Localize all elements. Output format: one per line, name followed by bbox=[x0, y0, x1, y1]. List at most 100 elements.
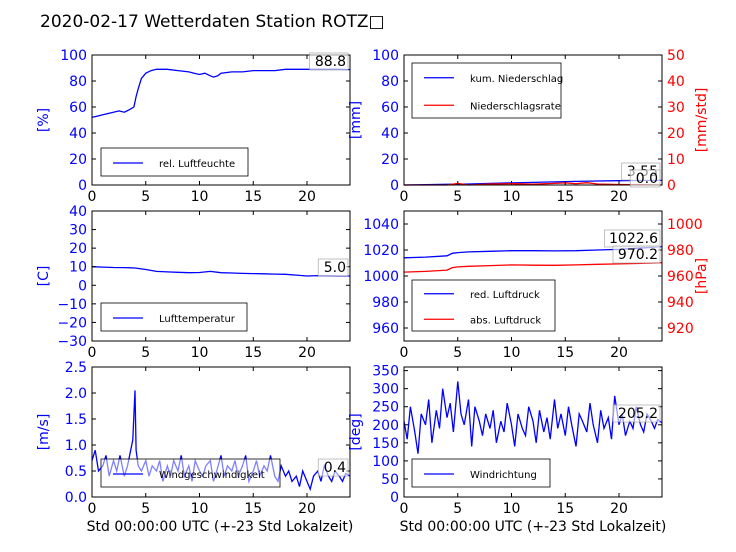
y2-tick-label-precipitation-5: 50 bbox=[667, 48, 685, 64]
x-tick-label-temperature-3: 15 bbox=[244, 345, 262, 361]
legend-label-pressure-1: abs. Luftdruck bbox=[470, 315, 541, 326]
x-tick-label-winddirection-2: 10 bbox=[503, 501, 521, 517]
x-tick-label-humidity-0: 0 bbox=[88, 189, 97, 205]
last-value-box-pressure-1 bbox=[612, 245, 661, 264]
y-tick-label-humidity-4: 80 bbox=[69, 74, 87, 90]
y-tick-label-temperature-7: 40 bbox=[69, 204, 87, 220]
plot-frame-temperature bbox=[91, 210, 351, 342]
y-tick-label-temperature-1: −20 bbox=[57, 315, 87, 331]
y-tick-label-precipitation-2: 40 bbox=[381, 126, 399, 142]
x-tick-label-humidity-2: 10 bbox=[191, 189, 209, 205]
y-axis-label-humidity: [%] bbox=[36, 108, 52, 132]
figure-title: 2020-02-17 Wetterdaten Station ROTZ□ bbox=[40, 12, 385, 32]
series-line-winddirection-0 bbox=[403, 381, 663, 454]
panel-windspeed: 0 5 10 15 20 0.0 0.5 1.0 1.5 2.0 2.5 [m/s] Windgesch… bbox=[36, 360, 351, 517]
x-tick-label-humidity-4: 20 bbox=[298, 189, 316, 205]
y-tick-label-temperature-2: −10 bbox=[57, 297, 87, 313]
plot-frame-precipitation bbox=[403, 54, 663, 186]
x-tick-label-winddirection-1: 5 bbox=[453, 501, 462, 517]
legend-label-precipitation-0: kum. Niederschlag bbox=[470, 74, 563, 85]
last-value-box-humidity-0 bbox=[309, 52, 349, 71]
y-tick-label-windspeed-4: 2.0 bbox=[65, 386, 87, 402]
x-tick-label-precipitation-4: 20 bbox=[610, 189, 628, 205]
legend-label-winddirection-0: Windrichtung bbox=[470, 470, 537, 481]
y-tick-label-humidity-5: 100 bbox=[60, 48, 87, 64]
last-value-box-precipitation-1 bbox=[629, 169, 661, 188]
x-tick-label-winddirection-0: 0 bbox=[400, 501, 409, 517]
y-axis-label-windspeed: [m/s] bbox=[36, 414, 52, 451]
series-line-pressure-0 bbox=[403, 245, 663, 259]
y-tick-label-winddirection-4: 200 bbox=[372, 418, 399, 434]
y-tick-label-precipitation-3: 60 bbox=[381, 100, 399, 116]
y-tick-label-humidity-0: 0 bbox=[78, 178, 87, 194]
y-tick-label-winddirection-7: 350 bbox=[372, 364, 399, 380]
x-tick-label-winddirection-4: 20 bbox=[610, 501, 628, 517]
x-tick-label-windspeed-2: 10 bbox=[191, 501, 209, 517]
legend-box-pressure bbox=[411, 279, 556, 332]
last-value-box-windspeed-0 bbox=[317, 458, 349, 477]
x-tick-label-windspeed-1: 5 bbox=[141, 501, 150, 517]
series-line-precipitation-1 bbox=[404, 182, 663, 186]
panel-temperature: 0 5 10 15 20 −30 −20 −10 0 10 20 30 40 [C] Lufttempera… bbox=[36, 204, 351, 361]
y2-tick-label-precipitation-0: 0 bbox=[667, 178, 676, 194]
y-tick-label-winddirection-6: 300 bbox=[372, 382, 399, 398]
last-value-box-temperature-0 bbox=[317, 258, 349, 277]
x-tick-label-temperature-4: 20 bbox=[298, 345, 316, 361]
x-tick-label-windspeed-3: 15 bbox=[244, 501, 262, 517]
y2-tick-label-precipitation-2: 20 bbox=[667, 126, 685, 142]
series-line-precipitation-0 bbox=[403, 179, 662, 186]
x-axis-label-right: Std 00:00:00 UTC (+-23 Std Lokalzeit) bbox=[400, 519, 667, 535]
legend-label-temperature-0: Lufttemperatur bbox=[159, 314, 236, 325]
y2-tick-label-pressure-0: 920 bbox=[667, 321, 694, 337]
y2-tick-label-precipitation-4: 40 bbox=[667, 74, 685, 90]
y-tick-label-winddirection-2: 100 bbox=[372, 454, 399, 470]
plot-frame-windspeed bbox=[91, 366, 351, 498]
plot-frame-winddirection bbox=[403, 366, 663, 498]
y-tick-label-winddirection-5: 250 bbox=[372, 400, 399, 416]
x-tick-label-pressure-4: 20 bbox=[610, 345, 628, 361]
y-tick-label-windspeed-0: 0.0 bbox=[65, 490, 87, 506]
y-tick-label-winddirection-1: 50 bbox=[381, 472, 399, 488]
x-tick-label-winddirection-3: 15 bbox=[556, 501, 574, 517]
y-axis-label-winddirection: [deg] bbox=[348, 413, 364, 450]
last-value-label-pressure-0: 1022.6 bbox=[609, 231, 658, 247]
y-tick-label-pressure-2: 1000 bbox=[363, 269, 399, 285]
y2-tick-label-precipitation-1: 10 bbox=[667, 152, 685, 168]
x-tick-label-windspeed-4: 20 bbox=[298, 501, 316, 517]
last-value-label-humidity-0: 88.8 bbox=[315, 54, 346, 70]
legend-box-temperature bbox=[100, 302, 248, 332]
y2-tick-label-pressure-4: 1000 bbox=[667, 217, 703, 233]
panel-humidity: 0 5 10 15 20 0 20 40 60 80 100 [%] rel. Luftfeuchte 8… bbox=[36, 48, 351, 205]
y2-tick-label-pressure-1: 940 bbox=[667, 295, 694, 311]
x-tick-label-humidity-3: 15 bbox=[244, 189, 262, 205]
series-line-pressure-1 bbox=[403, 262, 663, 273]
last-value-box-winddirection-0 bbox=[612, 404, 661, 423]
y2-axis-label-pressure: [hPa] bbox=[694, 258, 710, 294]
plot-frame-humidity bbox=[91, 54, 351, 186]
legend-box-humidity bbox=[100, 147, 249, 177]
series-line-humidity-0 bbox=[91, 68, 351, 119]
x-tick-label-pressure-1: 5 bbox=[453, 345, 462, 361]
last-value-label-windspeed-0: 0.4 bbox=[324, 460, 346, 476]
y-tick-label-temperature-3: 0 bbox=[78, 278, 87, 294]
y-tick-label-precipitation-5: 100 bbox=[372, 48, 399, 64]
y-tick-label-humidity-1: 20 bbox=[69, 152, 87, 168]
legend-box-precipitation bbox=[411, 62, 562, 119]
x-tick-label-pressure-2: 10 bbox=[503, 345, 521, 361]
y-tick-label-humidity-3: 60 bbox=[69, 100, 87, 116]
x-tick-label-pressure-0: 0 bbox=[400, 345, 409, 361]
x-tick-label-pressure-3: 15 bbox=[556, 345, 574, 361]
y2-tick-label-pressure-3: 980 bbox=[667, 243, 694, 259]
y-tick-label-pressure-3: 1020 bbox=[363, 243, 399, 259]
panel-precipitation: 0 5 10 15 20 0 20 40 60 80 100 0 10 20 30 40 50 [mm] [mm/s… bbox=[348, 48, 710, 205]
y-axis-label-precipitation: [mm] bbox=[348, 101, 364, 139]
y-tick-label-temperature-4: 10 bbox=[69, 260, 87, 276]
y-tick-label-humidity-2: 40 bbox=[69, 126, 87, 142]
series-line-temperature-0 bbox=[91, 266, 350, 277]
y-tick-label-windspeed-5: 2.5 bbox=[65, 360, 87, 376]
legend-box-windspeed bbox=[100, 458, 281, 488]
x-tick-label-precipitation-1: 5 bbox=[453, 189, 462, 205]
x-tick-label-precipitation-0: 0 bbox=[400, 189, 409, 205]
